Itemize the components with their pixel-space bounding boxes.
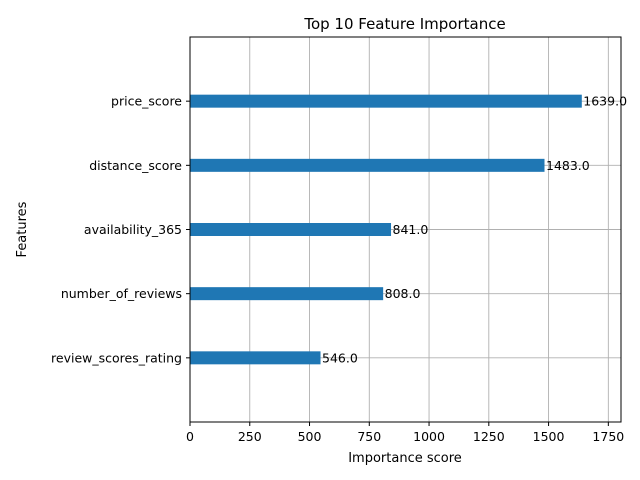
chart-title: Top 10 Feature Importance	[303, 15, 505, 33]
bar-value-label: 841.0	[393, 222, 429, 237]
x-tick-label: 1750	[592, 429, 624, 444]
x-tick-label: 1000	[413, 429, 445, 444]
x-tick-label: 0	[186, 429, 194, 444]
x-tick-label: 1250	[473, 429, 505, 444]
bar-value-label: 1483.0	[546, 158, 590, 173]
bar	[190, 94, 582, 108]
x-tick-label: 1500	[533, 429, 565, 444]
y-tick-label: availability_365	[84, 222, 182, 237]
x-tick-label: 500	[298, 429, 322, 444]
y-tick-label: review_scores_rating	[51, 350, 182, 365]
bar-value-label: 1639.0	[583, 94, 627, 109]
x-tick-label: 250	[238, 429, 262, 444]
bar-labels: 546.0 808.0 841.0 1483.0 1639.0	[322, 94, 627, 366]
bar	[190, 158, 545, 172]
y-axis-title: Features	[15, 201, 30, 257]
bars	[190, 94, 582, 365]
x-axis-title: Importance score	[348, 451, 462, 466]
x-axis: 0 250 500 750 1000 1250 1500 1750	[186, 422, 624, 444]
bar-value-label: 546.0	[322, 350, 358, 365]
bar	[190, 287, 384, 301]
y-tick-label: distance_score	[89, 158, 182, 173]
y-axis: review_scores_rating number_of_reviews ava…	[51, 94, 190, 365]
x-tick-label: 750	[357, 429, 381, 444]
bar	[190, 223, 392, 236]
bar	[190, 351, 321, 365]
plot-frame	[189, 36, 622, 423]
y-tick-label: price_score	[111, 94, 182, 109]
y-tick-label: number_of_reviews	[61, 286, 182, 301]
bar-value-label: 808.0	[385, 286, 421, 301]
